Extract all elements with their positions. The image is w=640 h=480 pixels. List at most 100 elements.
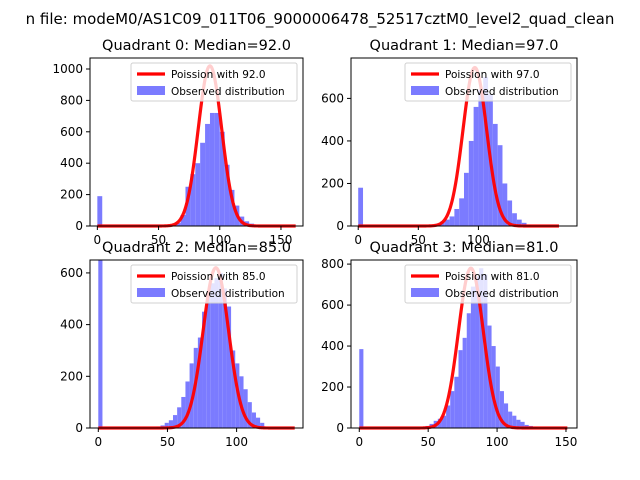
histogram-bar [359,349,364,428]
histogram-bar [172,415,178,428]
histogram-bar [473,106,479,226]
histogram-bar [180,215,186,226]
legend-entry-poisson: Poission with 97.0 [445,69,540,81]
legend-entry-poisson: Poission with 81.0 [445,271,540,283]
x-tick-label: 150 [270,233,293,247]
x-tick-label: 100 [486,435,509,449]
legend-patch-swatch [411,86,439,95]
histogram-bar [177,407,182,428]
y-tick-label: 800 [60,93,83,107]
histogram-bar [478,89,484,227]
histogram-bar [197,337,203,428]
y-tick-label: 600 [321,298,344,312]
y-tick-label: 400 [321,134,344,148]
histogram-bar [260,422,265,428]
histogram-bar [464,172,469,226]
histogram-bar [247,402,252,428]
histogram-bar [468,140,474,226]
histogram-bar [475,276,480,428]
legend-entry-observed: Observed distribution [445,288,559,300]
histogram-bar [209,112,215,226]
histogram-bar [185,186,191,226]
histogram-bar [459,198,464,226]
legend-box [404,264,572,304]
legend-entry-poisson: Poission with 85.0 [171,271,266,283]
x-tick-label: 50 [151,233,166,247]
legend-box [130,62,298,102]
legend-entry-observed: Observed distribution [171,86,285,98]
x-tick-label: 100 [225,435,248,449]
y-tick-label: 0 [336,421,344,435]
y-tick-label: 400 [60,156,83,170]
histogram-bar [219,131,225,226]
histogram-bar [97,196,103,226]
histogram-bar [229,189,235,226]
histogram-bar [231,350,236,428]
histogram-bar [446,405,451,428]
quadrant-1-legend: Poission with 97.0 Observed distribution [404,62,572,102]
quadrant-3-title: Quadrant 3: Median=81.0 [370,240,559,256]
histogram-bar [495,366,500,428]
histogram-bar [479,268,484,428]
legend-patch-swatch [411,288,439,297]
quadrant-3-legend: Poission with 81.0 Observed distribution [404,264,572,304]
histogram-bar [462,337,467,428]
y-tick-label: 400 [60,318,83,332]
histogram-bar [195,163,201,226]
quadrant-0-histogram [97,112,264,226]
histogram-bar [499,391,504,428]
x-tick-label: 150 [555,435,578,449]
x-tick-label: 50 [411,233,426,247]
histogram-bar [516,219,522,226]
quadrant-1-title: Quadrant 1: Median=97.0 [370,38,559,54]
histogram-bar [190,174,196,226]
y-tick-label: 0 [75,219,83,233]
histogram-bar [175,222,181,226]
y-tick-label: 1000 [52,62,83,76]
y-tick-label: 200 [321,380,344,394]
quadrant-3-panel: 0 50 100 150 0 200 400 600 800 Poission with 81.0… [321,257,578,449]
y-tick-label: 400 [321,339,344,353]
x-tick-label: 100 [467,233,490,247]
y-tick-label: 0 [75,421,83,435]
legend-entry-poisson: Poission with 92.0 [171,69,266,81]
histogram-bar [441,415,447,428]
y-tick-label: 0 [336,219,344,233]
y-tick-label: 800 [321,257,344,271]
quadrant-1-panel: 0 50 100 0 200 400 600 Poission with 97.0 Observ… [321,57,578,247]
histogram-bar [470,286,476,428]
histogram-bar [503,403,509,428]
histogram-bar [358,187,364,226]
histogram-bar [492,123,498,226]
histogram-bar [483,77,489,226]
histogram-bar [251,412,256,428]
legend-box [404,62,572,102]
histogram-bar [218,272,223,428]
y-tick-label: 200 [60,188,83,202]
axes-frame [89,259,304,429]
quadrant-0-legend: Poission with 92.0 Observed distribution [130,62,298,102]
histogram-bar [168,420,173,428]
histogram-bar [200,142,206,226]
histogram-bar [181,396,186,428]
x-tick-label: 100 [208,233,231,247]
histogram-bar [255,417,261,428]
histogram-bar [466,313,471,428]
legend-patch-swatch [137,86,165,95]
histogram-bar [226,306,232,428]
y-tick-label: 600 [321,91,344,105]
histogram-bar [520,421,525,428]
histogram-bar [516,419,521,428]
axes-frame [89,57,304,227]
histogram-bar [224,164,230,226]
histogram-bar [243,389,248,428]
figure-suptitle: n file: modeM0/AS1C09_011T06_9000006478_… [26,10,615,29]
quadrant-0-title: Quadrant 0: Median=92.0 [102,38,291,54]
histogram-bar [444,219,450,226]
histogram-bar [205,123,210,226]
histogram-bar [214,112,220,226]
y-tick-label: 600 [60,125,83,139]
x-tick-label: 0 [94,233,102,247]
quadrant-2-panel: 0 50 100 0 200 400 600 Poission with 85.0 Observ… [60,259,304,449]
